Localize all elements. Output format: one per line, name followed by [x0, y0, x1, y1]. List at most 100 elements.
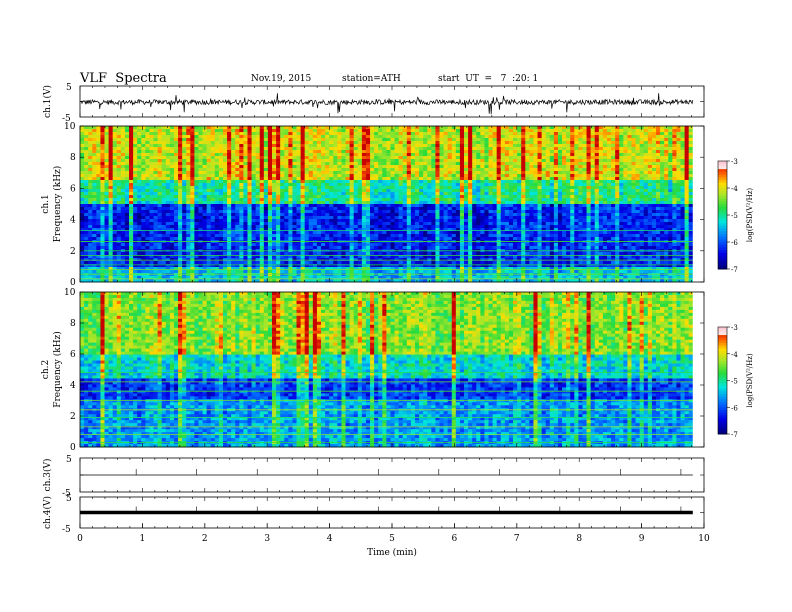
spectrogram-cell	[685, 177, 689, 180]
spectrogram-cell	[280, 180, 284, 183]
spectrogram-cell	[280, 219, 284, 222]
spectrogram-cell	[456, 147, 460, 150]
spectrogram-cell	[235, 144, 239, 147]
spectrogram-cell	[223, 213, 227, 216]
spectrogram-cell	[619, 174, 623, 177]
spectrogram-cell	[627, 144, 631, 147]
spectrogram-cell	[170, 210, 174, 213]
spectrogram-cell	[403, 156, 407, 159]
spectrogram-cell	[227, 153, 231, 156]
spectrogram-cell	[354, 168, 358, 171]
spectrogram-cell	[517, 162, 521, 165]
spectrogram-cell	[207, 174, 211, 177]
spectrogram-cell	[264, 156, 268, 159]
spectrogram-cell	[550, 192, 554, 195]
spectrogram-cell	[419, 195, 423, 198]
spectrogram-cell	[591, 153, 595, 156]
spectrogram-cell	[546, 219, 550, 222]
spectrogram-cell	[264, 147, 268, 150]
spectrogram-cell	[162, 177, 166, 180]
spectrogram-cell	[117, 183, 121, 186]
spectrogram-cell	[603, 213, 607, 216]
spectrogram-cell	[109, 201, 113, 204]
spectrogram-cell	[501, 162, 505, 165]
spectrogram-cell	[550, 174, 554, 177]
spectrogram-cell	[529, 168, 533, 171]
spectrogram-cell	[247, 207, 251, 210]
spectrogram-cell	[644, 207, 648, 210]
spectrogram-cell	[370, 174, 374, 177]
spectrogram-cell	[456, 201, 460, 204]
spectrogram-cell	[337, 135, 341, 138]
spectrogram-cell	[272, 135, 276, 138]
spectrogram-cell	[341, 174, 345, 177]
spectrogram-cell	[239, 126, 243, 129]
spectrogram-cell	[149, 171, 153, 174]
spectrogram-cell	[468, 171, 472, 174]
spectrogram-cell	[96, 216, 100, 219]
spectrogram-cell	[444, 144, 448, 147]
spectrogram-cell	[542, 204, 546, 207]
spectrogram-cell	[382, 147, 386, 150]
spectrogram-cell	[113, 192, 117, 195]
spectrogram-cell	[366, 171, 370, 174]
spectrogram-cell	[117, 156, 121, 159]
spectrogram-cell	[166, 129, 170, 132]
spectrogram-cell	[574, 171, 578, 174]
spectrogram-cell	[501, 174, 505, 177]
spectrogram-cell	[660, 180, 664, 183]
spectrogram-cell	[333, 180, 337, 183]
spectrogram-cell	[190, 141, 194, 144]
spectrogram-cell	[423, 204, 427, 207]
spectrogram-cell	[88, 180, 92, 183]
spectrogram-cell	[558, 189, 562, 192]
spectrogram-cell	[333, 198, 337, 201]
spectrogram-cell	[88, 219, 92, 222]
spectrogram-cell	[158, 204, 162, 207]
spectrogram-cell	[297, 168, 301, 171]
spectrogram-cell	[390, 192, 394, 195]
spectrogram-cell	[558, 129, 562, 132]
spectrogram-cell	[354, 138, 358, 141]
spectrogram-cell	[505, 153, 509, 156]
spectrogram-cell	[562, 201, 566, 204]
spectrogram-cell	[198, 171, 202, 174]
spectrogram-cell	[235, 168, 239, 171]
spectrogram-cell	[105, 147, 109, 150]
spectrogram-cell	[92, 201, 96, 204]
spectrogram-cell	[292, 216, 296, 219]
spectrogram-cell	[521, 153, 525, 156]
spectrogram-cell	[444, 210, 448, 213]
spectrogram-cell	[92, 126, 96, 129]
spectrogram-cell	[141, 195, 145, 198]
spectrogram-cell	[264, 201, 268, 204]
spectrogram-cell	[288, 135, 292, 138]
spectrogram-cell	[105, 174, 109, 177]
spectrogram-cell	[468, 198, 472, 201]
spectrogram-cell	[480, 141, 484, 144]
spectrogram-cell	[88, 156, 92, 159]
spectrogram-cell	[554, 186, 558, 189]
spectrogram-cell	[382, 210, 386, 213]
spectrogram-cell	[260, 189, 264, 192]
spectrogram-cell	[582, 153, 586, 156]
spectrogram-cell	[194, 126, 198, 129]
spectrogram-cell	[582, 216, 586, 219]
spectrogram-cell	[260, 192, 264, 195]
spectrogram-cell	[390, 177, 394, 180]
spectrogram-cell	[337, 180, 341, 183]
spectrogram-cell	[354, 204, 358, 207]
spectrogram-cell	[84, 174, 88, 177]
spectrogram-cell	[182, 132, 186, 135]
spectrogram-cell	[366, 222, 370, 225]
spectrogram-cell	[652, 207, 656, 210]
spectrogram-cell	[631, 216, 635, 219]
spectrogram-cell	[476, 210, 480, 213]
spectrogram-cell	[129, 159, 133, 162]
spectrogram-cell	[317, 195, 321, 198]
spectrogram-cell	[370, 132, 374, 135]
spectrogram-cell	[599, 126, 603, 129]
spectrogram-cell	[329, 213, 333, 216]
spectrogram-cell	[358, 210, 362, 213]
spectrogram-cell	[358, 207, 362, 210]
